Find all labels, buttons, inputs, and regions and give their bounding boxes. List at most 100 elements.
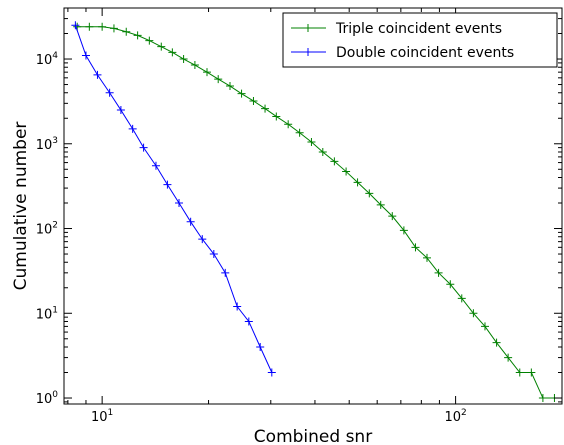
y-tick-label: 102 xyxy=(36,221,58,238)
y-tick-base: 10 xyxy=(36,392,53,407)
y-tick-base: 10 xyxy=(36,53,53,68)
data-point xyxy=(330,157,339,166)
data-point xyxy=(284,120,293,129)
y-tick-exponent: 2 xyxy=(52,221,58,231)
data-point xyxy=(272,112,281,121)
data-point xyxy=(353,178,362,187)
data-point xyxy=(163,180,172,189)
y-tick-base: 10 xyxy=(36,307,53,322)
data-point xyxy=(411,243,420,252)
data-point xyxy=(527,368,536,377)
y-tick-label: 104 xyxy=(36,51,59,68)
series-0 xyxy=(73,22,559,403)
plot-frame xyxy=(63,7,563,405)
data-point xyxy=(480,322,489,331)
data-point xyxy=(179,55,188,64)
data-point xyxy=(122,27,131,36)
data-point xyxy=(209,250,218,259)
x-tick-exponent: 2 xyxy=(461,408,467,418)
data-point xyxy=(233,302,242,311)
data-point xyxy=(214,75,223,84)
series-line xyxy=(77,26,555,399)
axis-ticks xyxy=(64,7,563,404)
series-layer xyxy=(71,21,559,403)
data-point xyxy=(399,226,408,235)
data-point xyxy=(168,48,177,57)
data-point xyxy=(93,70,102,79)
data-point xyxy=(342,167,351,176)
x-tick-label: 102 xyxy=(444,408,466,425)
plot-area xyxy=(63,7,563,405)
y-tick-label: 103 xyxy=(36,136,58,153)
data-point xyxy=(221,268,230,277)
data-point xyxy=(492,338,501,347)
data-point xyxy=(446,280,455,289)
data-point xyxy=(515,368,524,377)
data-point xyxy=(133,31,142,40)
data-point xyxy=(85,22,94,31)
data-point xyxy=(145,36,154,45)
data-point xyxy=(318,147,327,156)
data-point xyxy=(434,268,443,277)
data-point xyxy=(469,309,478,318)
data-point xyxy=(365,189,374,198)
series-1 xyxy=(71,21,276,377)
data-point xyxy=(225,82,234,91)
data-point xyxy=(139,143,148,152)
x-tick-base: 10 xyxy=(444,410,461,425)
x-tick-base: 10 xyxy=(91,410,108,425)
y-tick-base: 10 xyxy=(36,223,53,238)
data-point xyxy=(249,96,258,105)
data-point xyxy=(237,89,246,98)
data-point xyxy=(190,61,199,70)
data-point xyxy=(376,200,385,209)
legend-label: Double coincident events xyxy=(336,45,514,61)
data-point xyxy=(98,22,107,31)
data-point xyxy=(186,217,195,226)
data-point xyxy=(116,106,125,115)
legend-swatch-marker xyxy=(304,24,312,32)
y-tick-exponent: 4 xyxy=(52,51,58,61)
y-tick-exponent: 1 xyxy=(52,305,58,315)
data-point xyxy=(307,137,316,146)
y-tick-exponent: 3 xyxy=(52,136,58,146)
y-tick-label: 100 xyxy=(36,390,59,407)
data-point xyxy=(256,342,265,351)
data-point xyxy=(71,21,80,30)
legend-box xyxy=(282,12,558,68)
legend-label: Triple coincident events xyxy=(335,21,502,37)
data-point xyxy=(457,294,466,303)
data-point xyxy=(267,368,276,377)
data-point xyxy=(422,253,431,262)
x-tick-labels: 101 102 xyxy=(91,408,467,425)
legend-item: Double coincident events xyxy=(291,45,514,61)
x-tick-exponent: 1 xyxy=(108,408,114,418)
y-tick-base: 10 xyxy=(36,138,53,153)
data-point xyxy=(128,124,137,133)
data-point xyxy=(109,24,118,33)
data-point xyxy=(244,317,253,326)
data-point xyxy=(202,68,211,77)
data-point xyxy=(198,235,207,244)
data-point xyxy=(261,104,270,113)
data-point xyxy=(81,51,90,60)
data-point xyxy=(157,42,166,51)
data-point xyxy=(388,212,397,221)
series-line xyxy=(74,25,273,373)
data-point xyxy=(105,88,114,97)
y-tick-label: 101 xyxy=(36,305,58,322)
data-point xyxy=(151,161,160,170)
data-point xyxy=(538,394,547,403)
legend-item: Triple coincident events xyxy=(291,21,502,37)
legend: Triple coincident events Double coinciden… xyxy=(282,12,558,68)
data-point xyxy=(504,353,513,362)
data-point xyxy=(295,128,304,137)
legend-swatch-marker xyxy=(304,48,312,56)
y-tick-exponent: 0 xyxy=(52,390,58,400)
x-tick-label: 101 xyxy=(91,408,113,425)
data-point xyxy=(175,199,184,208)
y-axis-label: Cumulative number xyxy=(11,122,31,291)
x-axis-label: Combined snr xyxy=(254,427,372,445)
